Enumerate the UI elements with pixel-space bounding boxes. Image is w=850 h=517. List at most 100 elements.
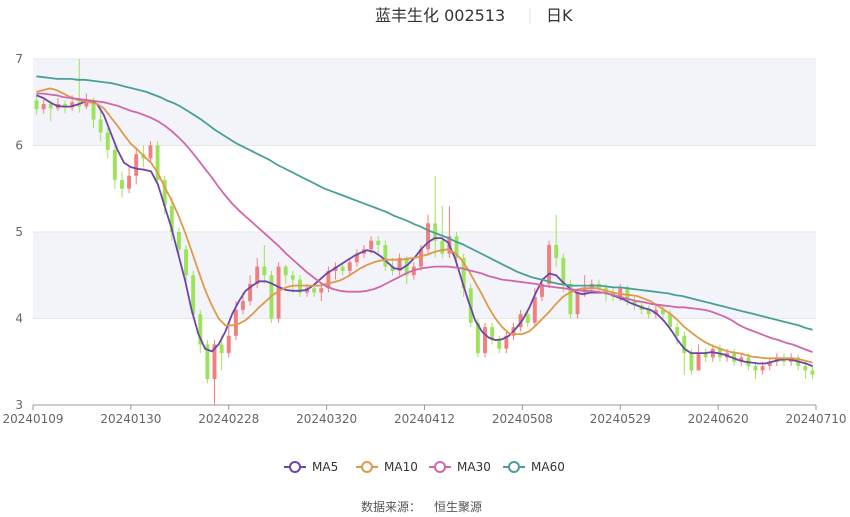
candle-body [774,357,779,362]
source-provider: 恒生聚源 [434,500,482,514]
candle-body [98,119,103,133]
candle-body [661,309,665,315]
y-tick-label: 7 [15,52,23,66]
candle-body [767,361,772,367]
candle-body [454,236,459,258]
candle-body [84,100,89,107]
period-label: 日K [546,6,573,25]
candle-body [675,327,680,336]
candle-body [568,283,573,315]
legend-marker-ma5 [289,461,301,473]
candle-body [347,262,352,271]
candle-body [433,223,438,241]
candle-body [198,314,203,345]
candle-body [354,253,359,263]
x-tick-label: 20240710 [785,412,846,426]
candle-body [532,296,537,323]
candle-body [483,327,487,354]
x-tick-label: 20240109 [2,412,63,426]
candle-body [41,103,46,110]
x-tick-label: 20240508 [492,412,553,426]
moving-average-lines [36,75,813,367]
candle-body [539,283,544,297]
candle-body [561,257,566,284]
candle-body [504,335,509,349]
legend: MA5 MA10 MA30 MA60 [284,460,565,474]
candle-body [646,309,651,315]
candle-body [390,266,395,271]
candle-body [176,232,181,250]
candle-body [162,180,167,207]
candle-body [753,366,758,371]
legend-marker-ma60 [508,461,520,473]
candle-body [120,180,124,189]
candle-body [191,275,196,315]
x-tick-label: 20240620 [688,412,749,426]
x-axis: 20240109 20240130 20240228 20240320 20240412… [2,404,847,426]
candle-body [290,275,295,280]
x-tick-label: 20240228 [198,412,259,426]
line-ma10 [36,87,813,364]
candle-body [369,240,374,250]
candle-body [91,100,96,120]
y-tick-label: 3 [15,398,23,412]
candle-body [682,335,687,354]
candle-body [554,244,559,258]
candle-body [276,266,281,319]
candle-body [105,132,110,150]
candle-body [226,335,231,354]
candle-body [397,257,402,271]
legend-label-ma5: MA5 [312,460,338,474]
candle-body [233,309,238,336]
candle-body [127,175,132,189]
candle-body [241,301,245,310]
y-axis: 3 4 5 6 7 [15,52,23,412]
chart-title: 蓝丰生化 002513 [375,6,505,25]
candle-body [668,314,673,328]
candle-body [426,223,431,250]
candle-body [497,340,502,349]
candle-body [618,288,623,297]
candle-body [283,266,288,276]
candle-body [739,357,744,362]
candle-body [319,288,324,293]
line-ma30 [36,92,813,354]
candle-body [70,102,75,108]
x-tick-label: 20240320 [296,412,357,426]
candle-body [418,249,423,267]
legend-marker-ma10 [361,461,373,473]
candle-body [134,154,139,176]
legend-marker-ma30 [434,461,446,473]
y-tick-label: 5 [15,225,23,239]
candle-body [212,344,217,380]
candle-body [34,100,39,110]
candle-body [48,103,53,109]
line-ma5 [36,94,813,367]
y-tick-label: 6 [15,139,23,153]
x-tick-label: 20240529 [590,412,651,426]
candle-body [575,292,580,315]
candle-body [248,283,253,302]
candle-body [155,145,160,181]
candle-body [148,145,153,159]
candle-body [112,149,117,181]
candle-body [205,344,210,380]
candle-body [340,266,345,271]
candle-body [490,327,495,341]
line-ma60 [36,75,813,331]
legend-label-ma30: MA30 [457,460,491,474]
candle-body [255,266,260,284]
candle-body [326,270,331,289]
x-tick-label: 20240130 [100,412,161,426]
candle-body [461,257,466,289]
plot-bands [33,59,816,319]
candle-body [312,288,317,293]
candle-body [810,370,815,375]
candle-body [525,314,530,323]
candle-body [760,366,765,371]
x-tick-label: 20240412 [394,412,455,426]
candle-body [653,309,658,315]
candle-body [440,240,445,254]
candle-body [184,249,188,276]
plot-band [33,59,816,146]
